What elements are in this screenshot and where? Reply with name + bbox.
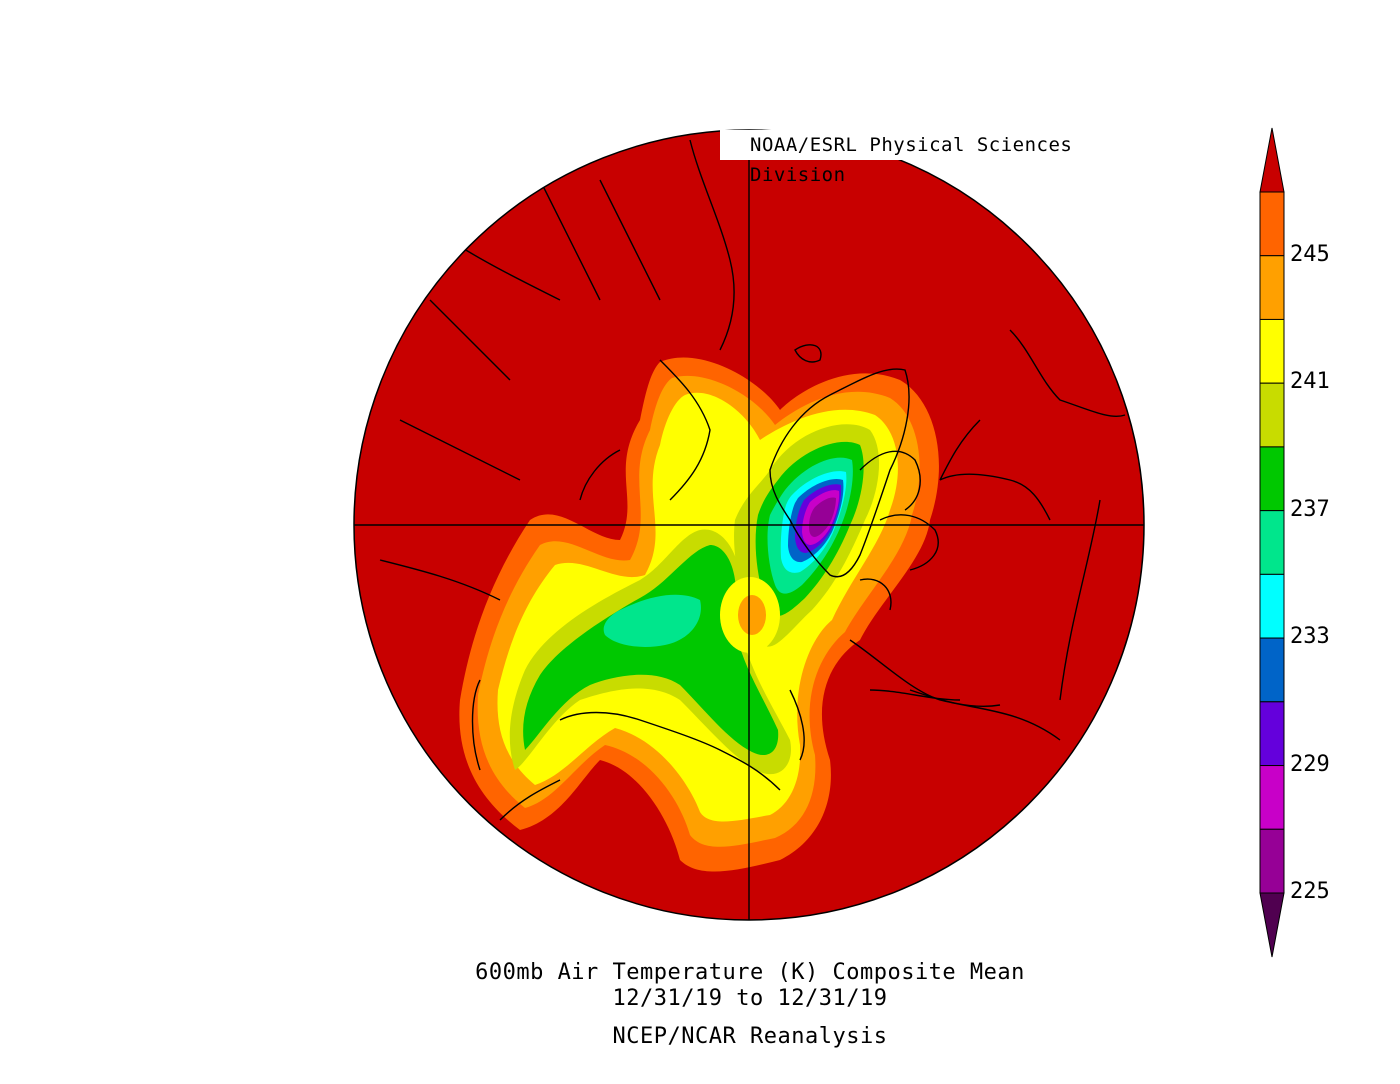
- colorbar-tick-label: 225: [1290, 879, 1330, 904]
- scandinavia-coast: [579, 139, 735, 501]
- canada-archipelago: [794, 344, 939, 611]
- coastlines: [379, 139, 1126, 821]
- colorbar-swatch: [1259, 573, 1285, 639]
- colorbar-tick-label: 229: [1290, 751, 1330, 777]
- colorbar-swatch: [1259, 765, 1285, 830]
- colorbar-swatch: [1259, 446, 1285, 512]
- map-source: NCEP/NCAR Reanalysis: [612, 1024, 888, 1049]
- colorbar-top-triangle: [1259, 127, 1285, 193]
- temperature-contours: [459, 357, 939, 872]
- colorbar-swatch: [1259, 318, 1285, 384]
- eurasia-borders: [379, 179, 601, 601]
- colorbar-swatch: [1259, 191, 1285, 257]
- colorbar-tick-label: 233: [1290, 624, 1330, 650]
- colorbar-swatch: [1259, 701, 1285, 767]
- colorbar-bottom-triangle: [1259, 892, 1285, 958]
- contour-225-purple: [809, 497, 836, 537]
- credit-text: NOAA/ESRL Physical Sciences Division: [720, 130, 1140, 186]
- colorbar: [1259, 127, 1285, 958]
- map-date-range: 12/31/19 to 12/31/19: [612, 986, 888, 1011]
- colorbar-swatch: [1259, 510, 1285, 575]
- greenland-coast: [769, 368, 910, 578]
- colorbar-swatch: [1259, 828, 1285, 894]
- colorbar-tick-label: 241: [1290, 369, 1330, 395]
- siberia-coast: [471, 679, 781, 821]
- colorbar-swatch: [1259, 255, 1285, 320]
- alaska-coast: [789, 689, 1001, 761]
- colorbar-swatch: [1259, 382, 1285, 448]
- warm-pocket-amber: [738, 595, 766, 635]
- colorbar-tick-label: 245: [1290, 241, 1330, 267]
- map-title: 600mb Air Temperature (K) Composite Mean: [475, 960, 1025, 985]
- colorbar-swatch: [1259, 637, 1285, 703]
- colorbar-tick-label: 237: [1290, 496, 1330, 522]
